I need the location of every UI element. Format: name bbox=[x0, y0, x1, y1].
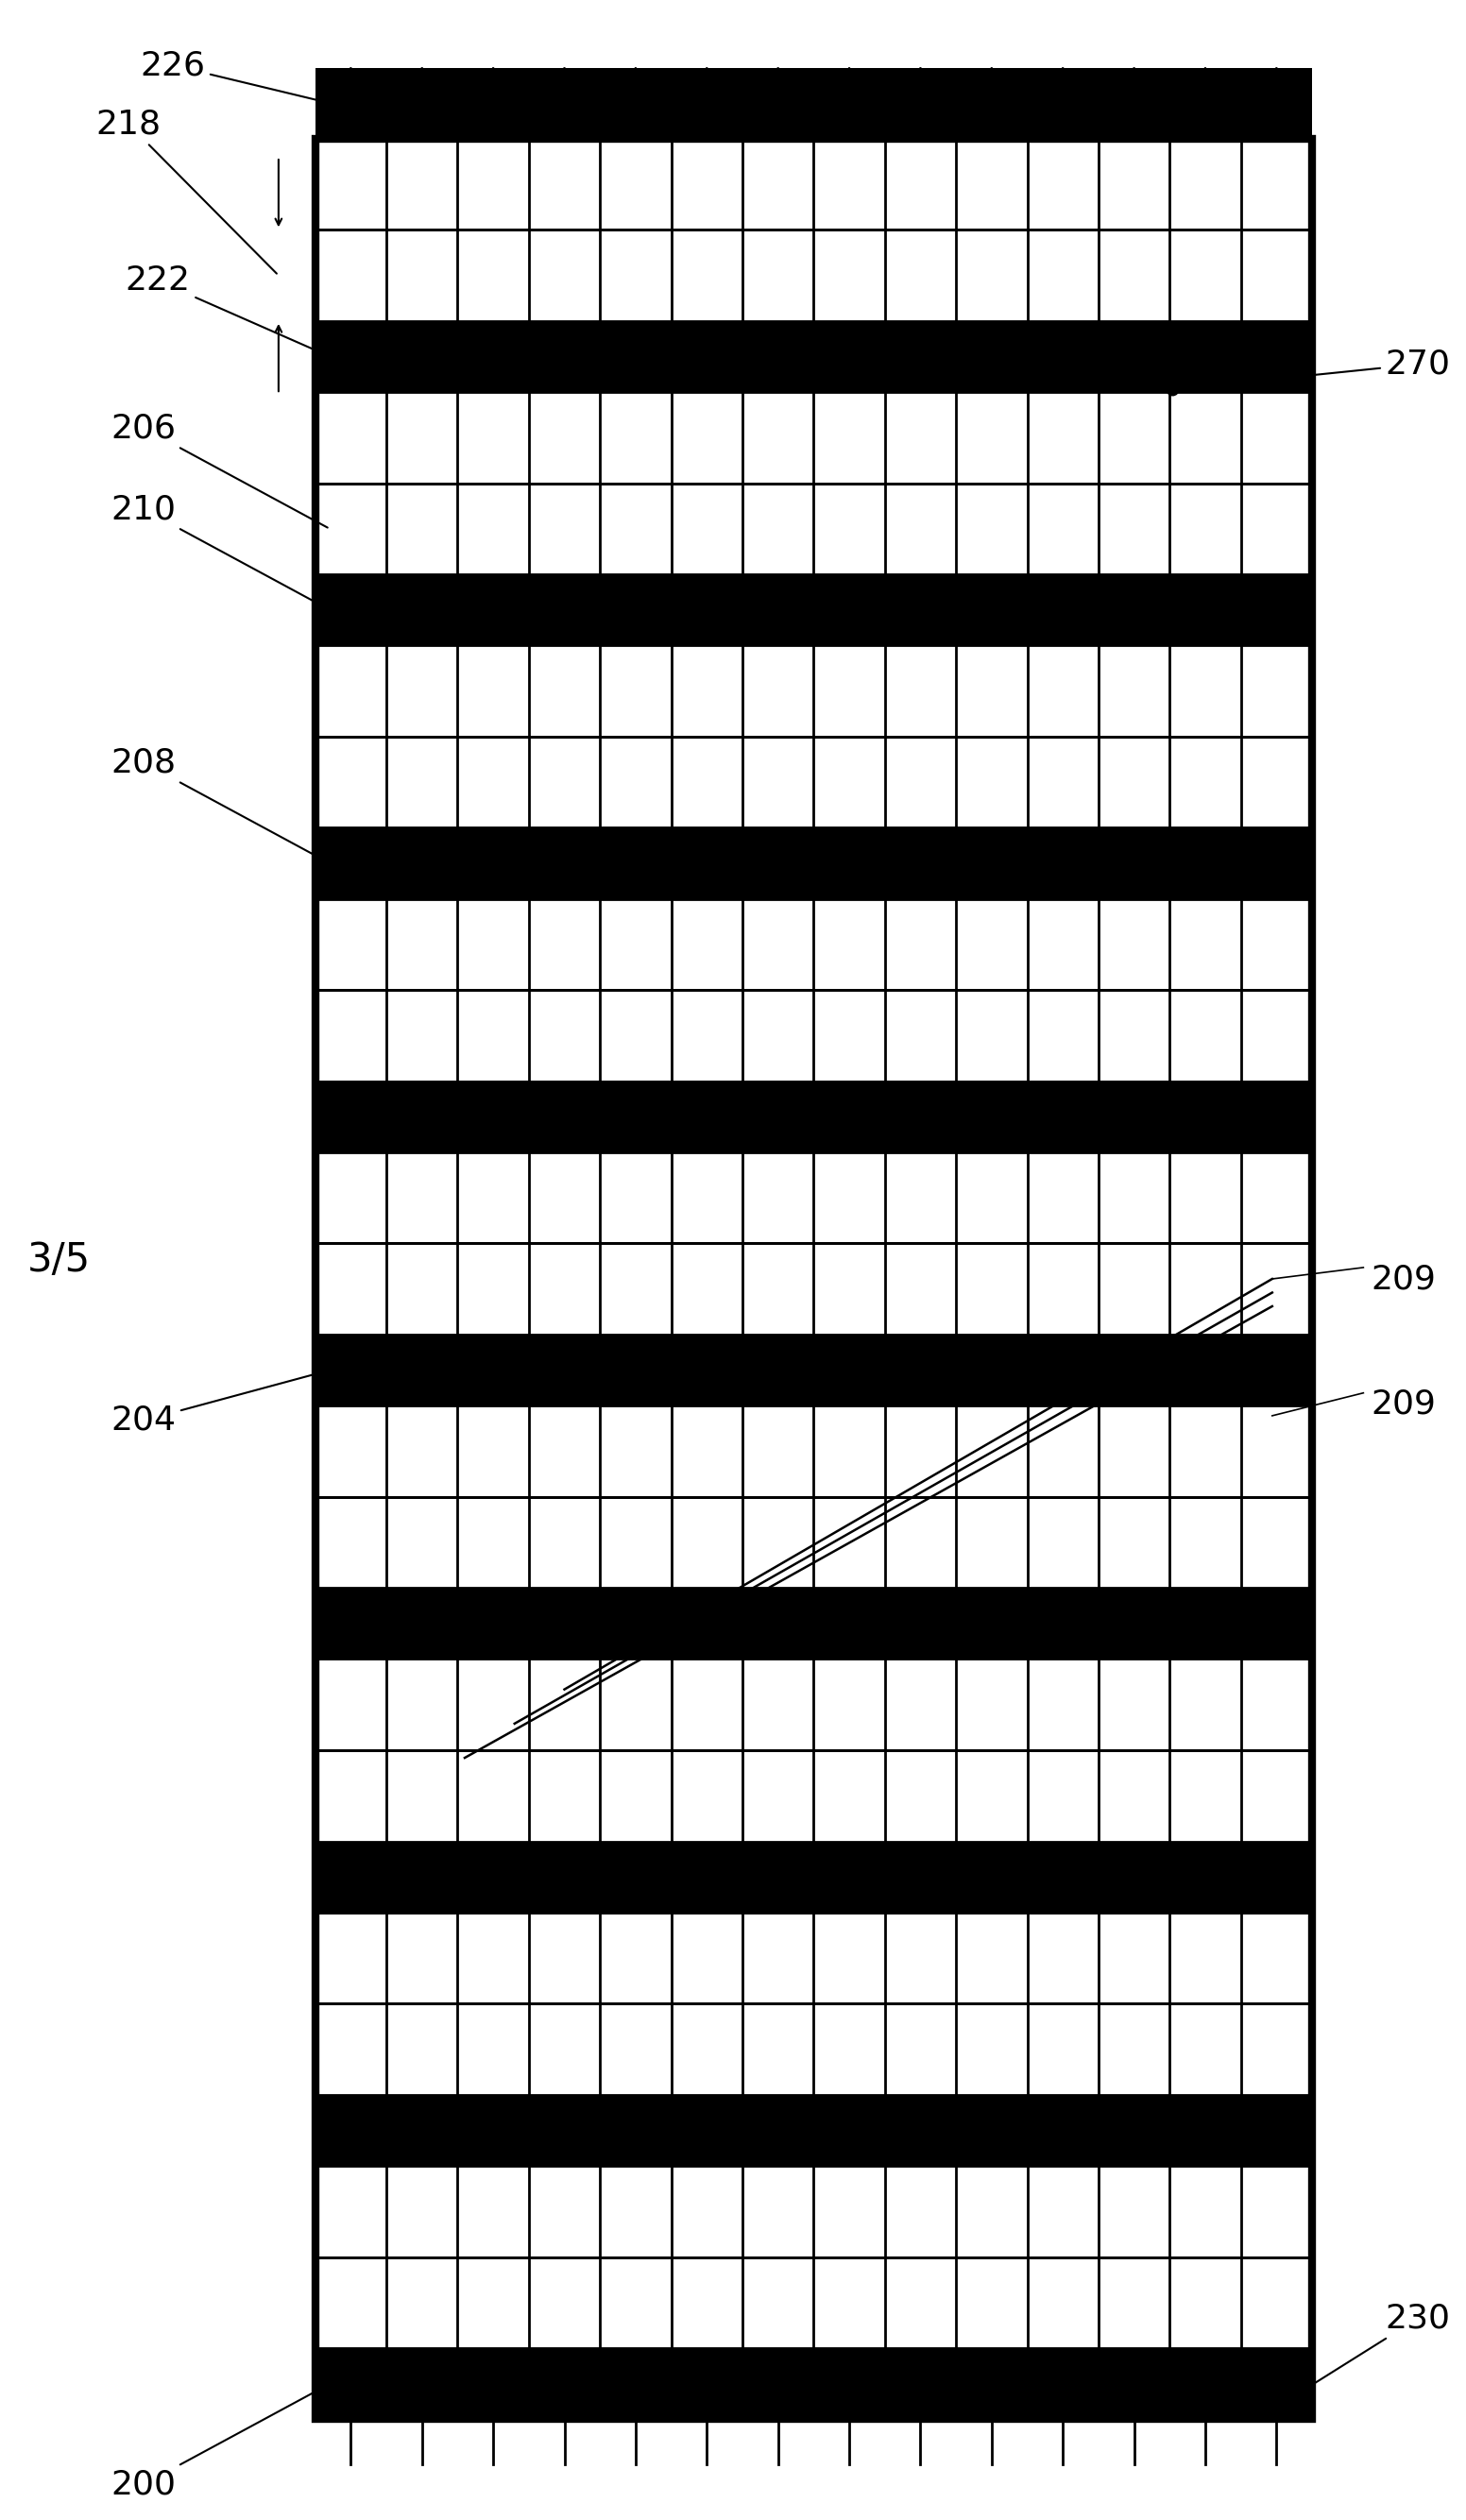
Bar bbox=[315, 1081, 1312, 1152]
Bar bbox=[315, 2094, 1312, 2165]
Bar bbox=[315, 139, 1312, 2419]
Bar bbox=[315, 139, 1312, 2419]
Bar bbox=[315, 829, 1312, 900]
Bar bbox=[315, 575, 1312, 645]
Bar bbox=[315, 2349, 1312, 2419]
Text: 218: 218 bbox=[95, 108, 277, 275]
Text: 3/5: 3/5 bbox=[26, 1240, 91, 1280]
Text: 230: 230 bbox=[1300, 2303, 1450, 2391]
Bar bbox=[315, 1842, 1312, 1913]
Text: 206: 206 bbox=[111, 411, 327, 527]
Text: 209: 209 bbox=[1371, 1389, 1435, 1421]
Bar bbox=[315, 1588, 1312, 1658]
Text: 226: 226 bbox=[141, 50, 327, 103]
Text: 204: 204 bbox=[111, 1371, 327, 1436]
Text: 270: 270 bbox=[1176, 348, 1450, 388]
Text: 209: 209 bbox=[1371, 1263, 1435, 1295]
Text: 200: 200 bbox=[111, 2384, 327, 2500]
Bar bbox=[315, 68, 1312, 139]
Text: 222: 222 bbox=[126, 265, 327, 355]
Bar bbox=[315, 320, 1312, 393]
Text: 210: 210 bbox=[111, 494, 327, 610]
Text: 208: 208 bbox=[110, 746, 327, 862]
Bar bbox=[315, 1336, 1312, 1406]
